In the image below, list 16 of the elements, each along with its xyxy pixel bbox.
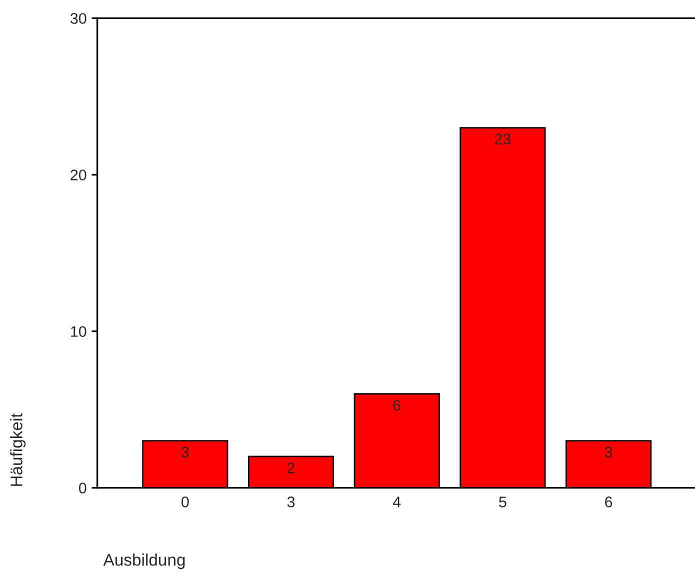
y-tick-label: 10	[71, 326, 86, 337]
y-tick-label: 30	[70, 13, 86, 24]
y-tick-label: 20	[70, 170, 86, 180]
data-label: 6	[393, 400, 400, 411]
data-label: 2	[288, 462, 294, 474]
y-tick-label: 0	[78, 482, 86, 494]
data-label: 3	[181, 446, 189, 458]
x-tick-label: 4	[392, 496, 401, 508]
data-label: 23	[494, 134, 511, 145]
data-label: 3	[604, 446, 612, 458]
x-axis-title: Ausbildung	[103, 554, 185, 570]
y-axis-title: Häufigkeit	[10, 413, 26, 486]
x-tick-label: 0	[182, 496, 189, 508]
x-tick-label: 3	[287, 496, 295, 508]
x-tick-label: 5	[499, 496, 506, 508]
x-tick-label: 6	[605, 496, 612, 508]
